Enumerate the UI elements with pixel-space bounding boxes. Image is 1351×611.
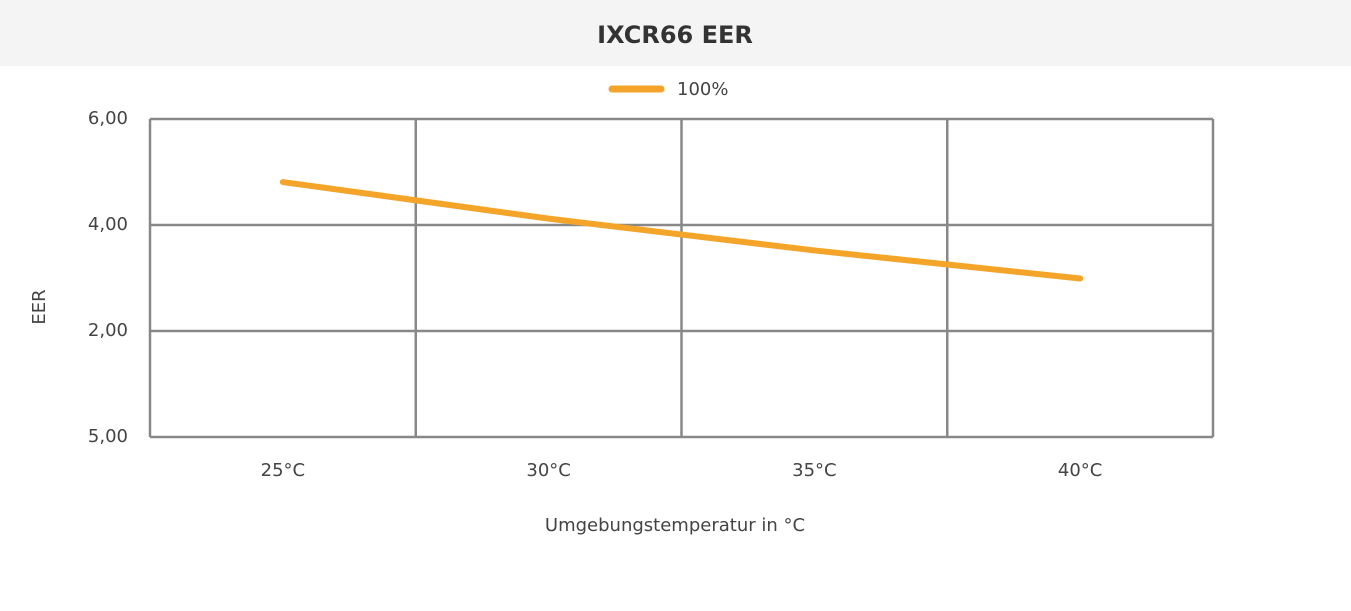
y-tick-label: 2,00 xyxy=(88,320,128,341)
y-tick-label: 4,00 xyxy=(88,214,128,235)
chart-title: IXCR66 EER xyxy=(597,21,753,49)
x-tick-label: 30°C xyxy=(526,460,570,481)
y-axis-label: EER xyxy=(29,289,50,324)
title-band xyxy=(0,0,1351,66)
x-tick-label: 35°C xyxy=(792,460,836,481)
y-tick-label: 5,00 xyxy=(88,426,128,447)
x-tick-label: 40°C xyxy=(1058,460,1102,481)
x-axis-label: Umgebungstemperatur in °C xyxy=(545,515,805,536)
legend-label: 100% xyxy=(677,79,728,100)
x-tick-label: 25°C xyxy=(261,460,305,481)
data-line xyxy=(279,179,1084,282)
y-tick-label: 6,00 xyxy=(88,108,128,129)
